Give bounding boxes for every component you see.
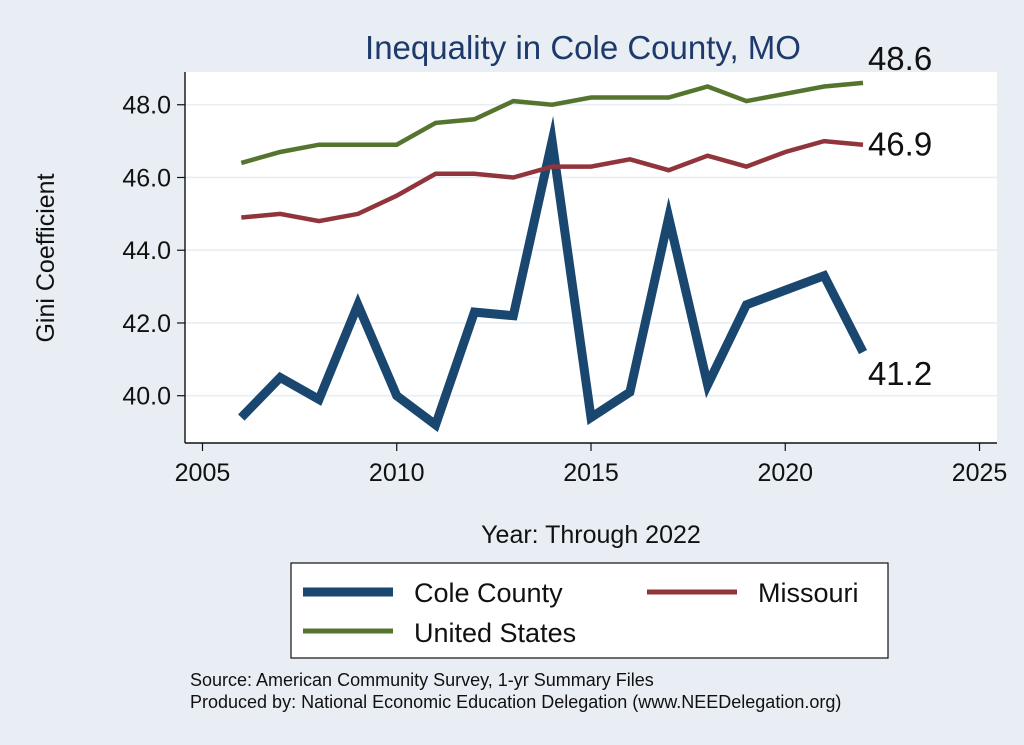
axes: 40.0 42.0 44.0 46.0 48.0 2005 2010 2015 2020 2025 [122,72,1007,487]
y-tick-label-48-0: 48.0 [122,92,171,120]
y-tick-label-44-0: 44.0 [122,237,171,265]
y-tick-label-46-0: 46.0 [122,164,171,192]
end-label-united-states: 48.6 [868,40,932,77]
x-axis-label: Year: Through 2022 [481,521,701,549]
legend-label-missouri: Missouri [758,578,859,608]
end-labels: 41.2 46.9 48.6 [868,40,932,392]
source-note: Source: American Community Survey, 1-yr … [190,670,654,690]
legend-label-united-states: United States [414,618,576,648]
x-tick-label-2025: 2025 [952,459,1008,487]
x-tick-label-2020: 2020 [757,459,813,487]
legend-box [290,562,889,659]
end-label-missouri: 46.9 [868,126,932,163]
series-lines [238,80,868,433]
legend-label-cole-county: Cole County [414,578,563,608]
plot-area [185,72,997,443]
y-axis-label: Gini Coefficient [32,173,60,342]
y-tick-label-42-0: 42.0 [122,310,171,338]
end-label-cole-county: 41.2 [868,355,932,392]
x-tick-label-2010: 2010 [369,459,425,487]
producer-note: Produced by: National Economic Education… [190,692,841,712]
y-tick-label-40-0: 40.0 [122,383,171,411]
x-tick-label-2015: 2015 [563,459,619,487]
chart-title: Inequality in Cole County, MO [365,29,801,66]
x-tick-label-2005: 2005 [175,459,231,487]
legend: Cole County Missouri United States [290,562,889,659]
